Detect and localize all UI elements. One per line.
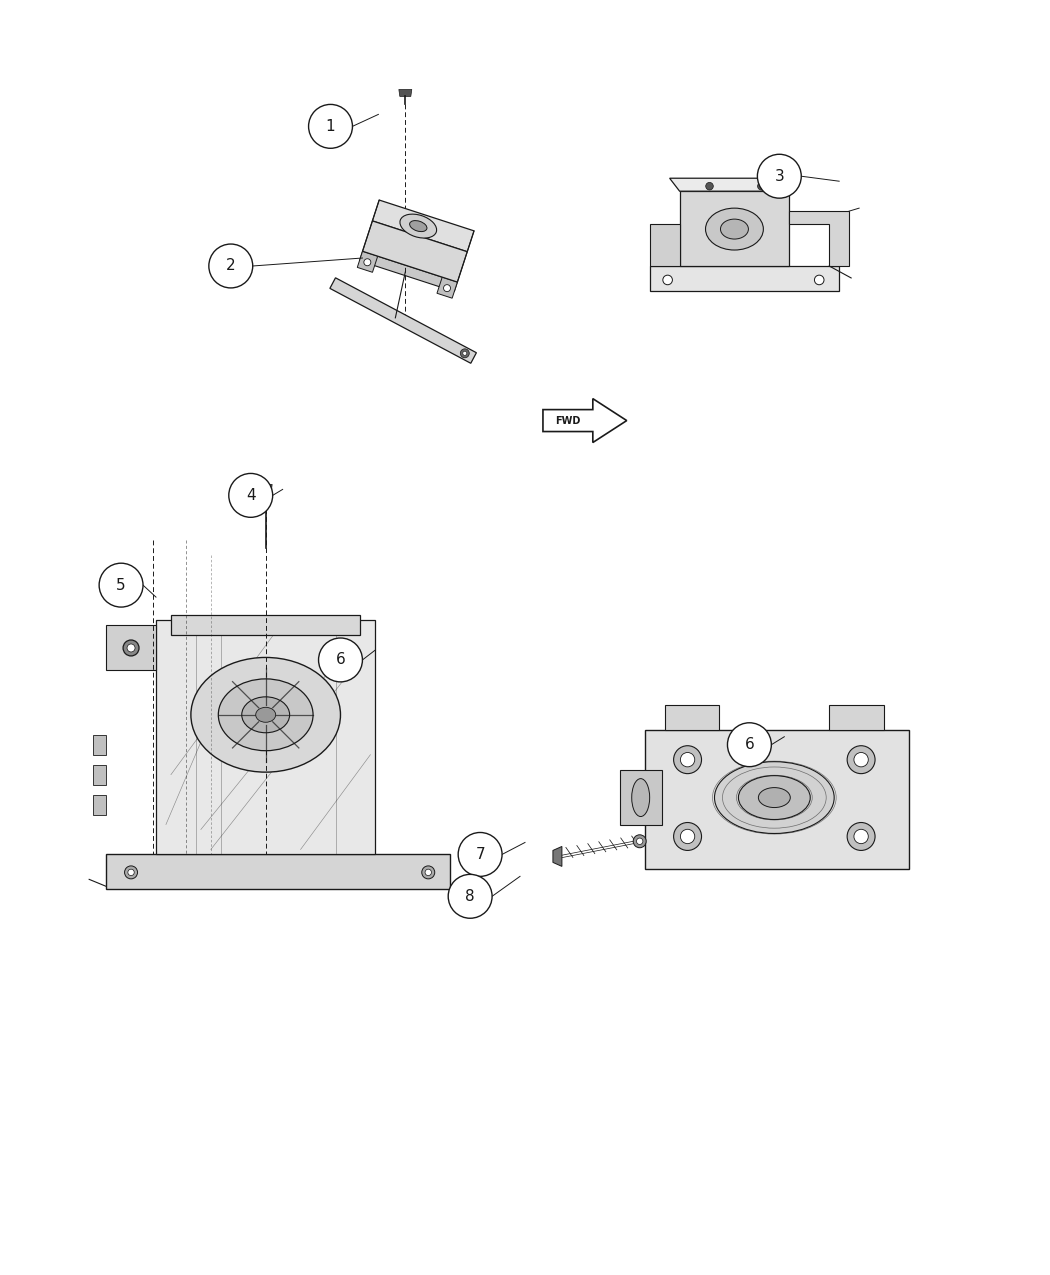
Circle shape [309, 105, 353, 148]
Circle shape [425, 870, 432, 876]
Ellipse shape [410, 221, 427, 232]
Circle shape [680, 829, 695, 844]
Ellipse shape [256, 708, 276, 722]
Ellipse shape [400, 214, 437, 238]
Polygon shape [437, 277, 458, 298]
Polygon shape [330, 278, 477, 363]
Ellipse shape [720, 219, 749, 238]
Circle shape [663, 275, 672, 284]
Ellipse shape [632, 779, 650, 816]
Polygon shape [645, 729, 909, 870]
Polygon shape [93, 794, 106, 815]
Polygon shape [106, 854, 450, 890]
Polygon shape [106, 625, 156, 669]
Polygon shape [543, 399, 627, 442]
Circle shape [364, 259, 371, 265]
Text: 8: 8 [465, 889, 475, 904]
Circle shape [854, 752, 868, 766]
Ellipse shape [706, 208, 763, 250]
Circle shape [127, 644, 135, 652]
Ellipse shape [738, 775, 811, 820]
Circle shape [847, 822, 875, 850]
Polygon shape [362, 221, 467, 282]
Ellipse shape [242, 697, 290, 733]
Polygon shape [93, 734, 106, 755]
Text: 7: 7 [476, 847, 485, 862]
Ellipse shape [758, 788, 791, 807]
Circle shape [260, 492, 271, 502]
Circle shape [229, 473, 273, 518]
Polygon shape [790, 212, 849, 266]
Polygon shape [650, 266, 839, 291]
Polygon shape [670, 179, 799, 191]
Text: 4: 4 [246, 488, 255, 502]
Circle shape [728, 723, 772, 766]
Circle shape [123, 640, 139, 655]
Polygon shape [679, 191, 790, 266]
Ellipse shape [191, 658, 340, 773]
Ellipse shape [714, 761, 834, 834]
Circle shape [128, 870, 134, 876]
Polygon shape [93, 765, 106, 784]
Circle shape [422, 866, 435, 878]
Circle shape [443, 284, 450, 292]
Circle shape [758, 182, 765, 190]
Circle shape [636, 838, 643, 844]
Text: 6: 6 [336, 653, 345, 667]
Circle shape [706, 182, 713, 190]
Circle shape [209, 244, 253, 288]
Text: 2: 2 [226, 259, 235, 273]
Circle shape [99, 564, 143, 607]
Text: 5: 5 [117, 578, 126, 593]
Polygon shape [830, 705, 884, 729]
Circle shape [815, 275, 824, 284]
Circle shape [460, 349, 469, 358]
Circle shape [680, 752, 695, 766]
Circle shape [633, 835, 646, 848]
Circle shape [757, 154, 801, 198]
Polygon shape [650, 224, 679, 266]
Circle shape [125, 866, 138, 878]
Circle shape [458, 833, 502, 876]
Polygon shape [171, 615, 360, 635]
Circle shape [854, 829, 868, 844]
Circle shape [463, 352, 467, 356]
Text: 6: 6 [744, 737, 754, 752]
Circle shape [448, 875, 492, 918]
Ellipse shape [218, 678, 313, 751]
Polygon shape [156, 620, 376, 854]
Polygon shape [620, 770, 662, 825]
Polygon shape [357, 251, 378, 273]
Text: 3: 3 [775, 168, 784, 184]
Polygon shape [553, 847, 562, 867]
Polygon shape [259, 484, 272, 492]
Circle shape [674, 746, 701, 774]
Polygon shape [665, 705, 719, 729]
Polygon shape [359, 251, 458, 292]
Polygon shape [399, 89, 412, 97]
Circle shape [674, 822, 701, 850]
Circle shape [847, 746, 875, 774]
Circle shape [318, 638, 362, 682]
Text: 1: 1 [326, 119, 335, 134]
Text: FWD: FWD [555, 416, 581, 426]
Polygon shape [373, 200, 474, 251]
